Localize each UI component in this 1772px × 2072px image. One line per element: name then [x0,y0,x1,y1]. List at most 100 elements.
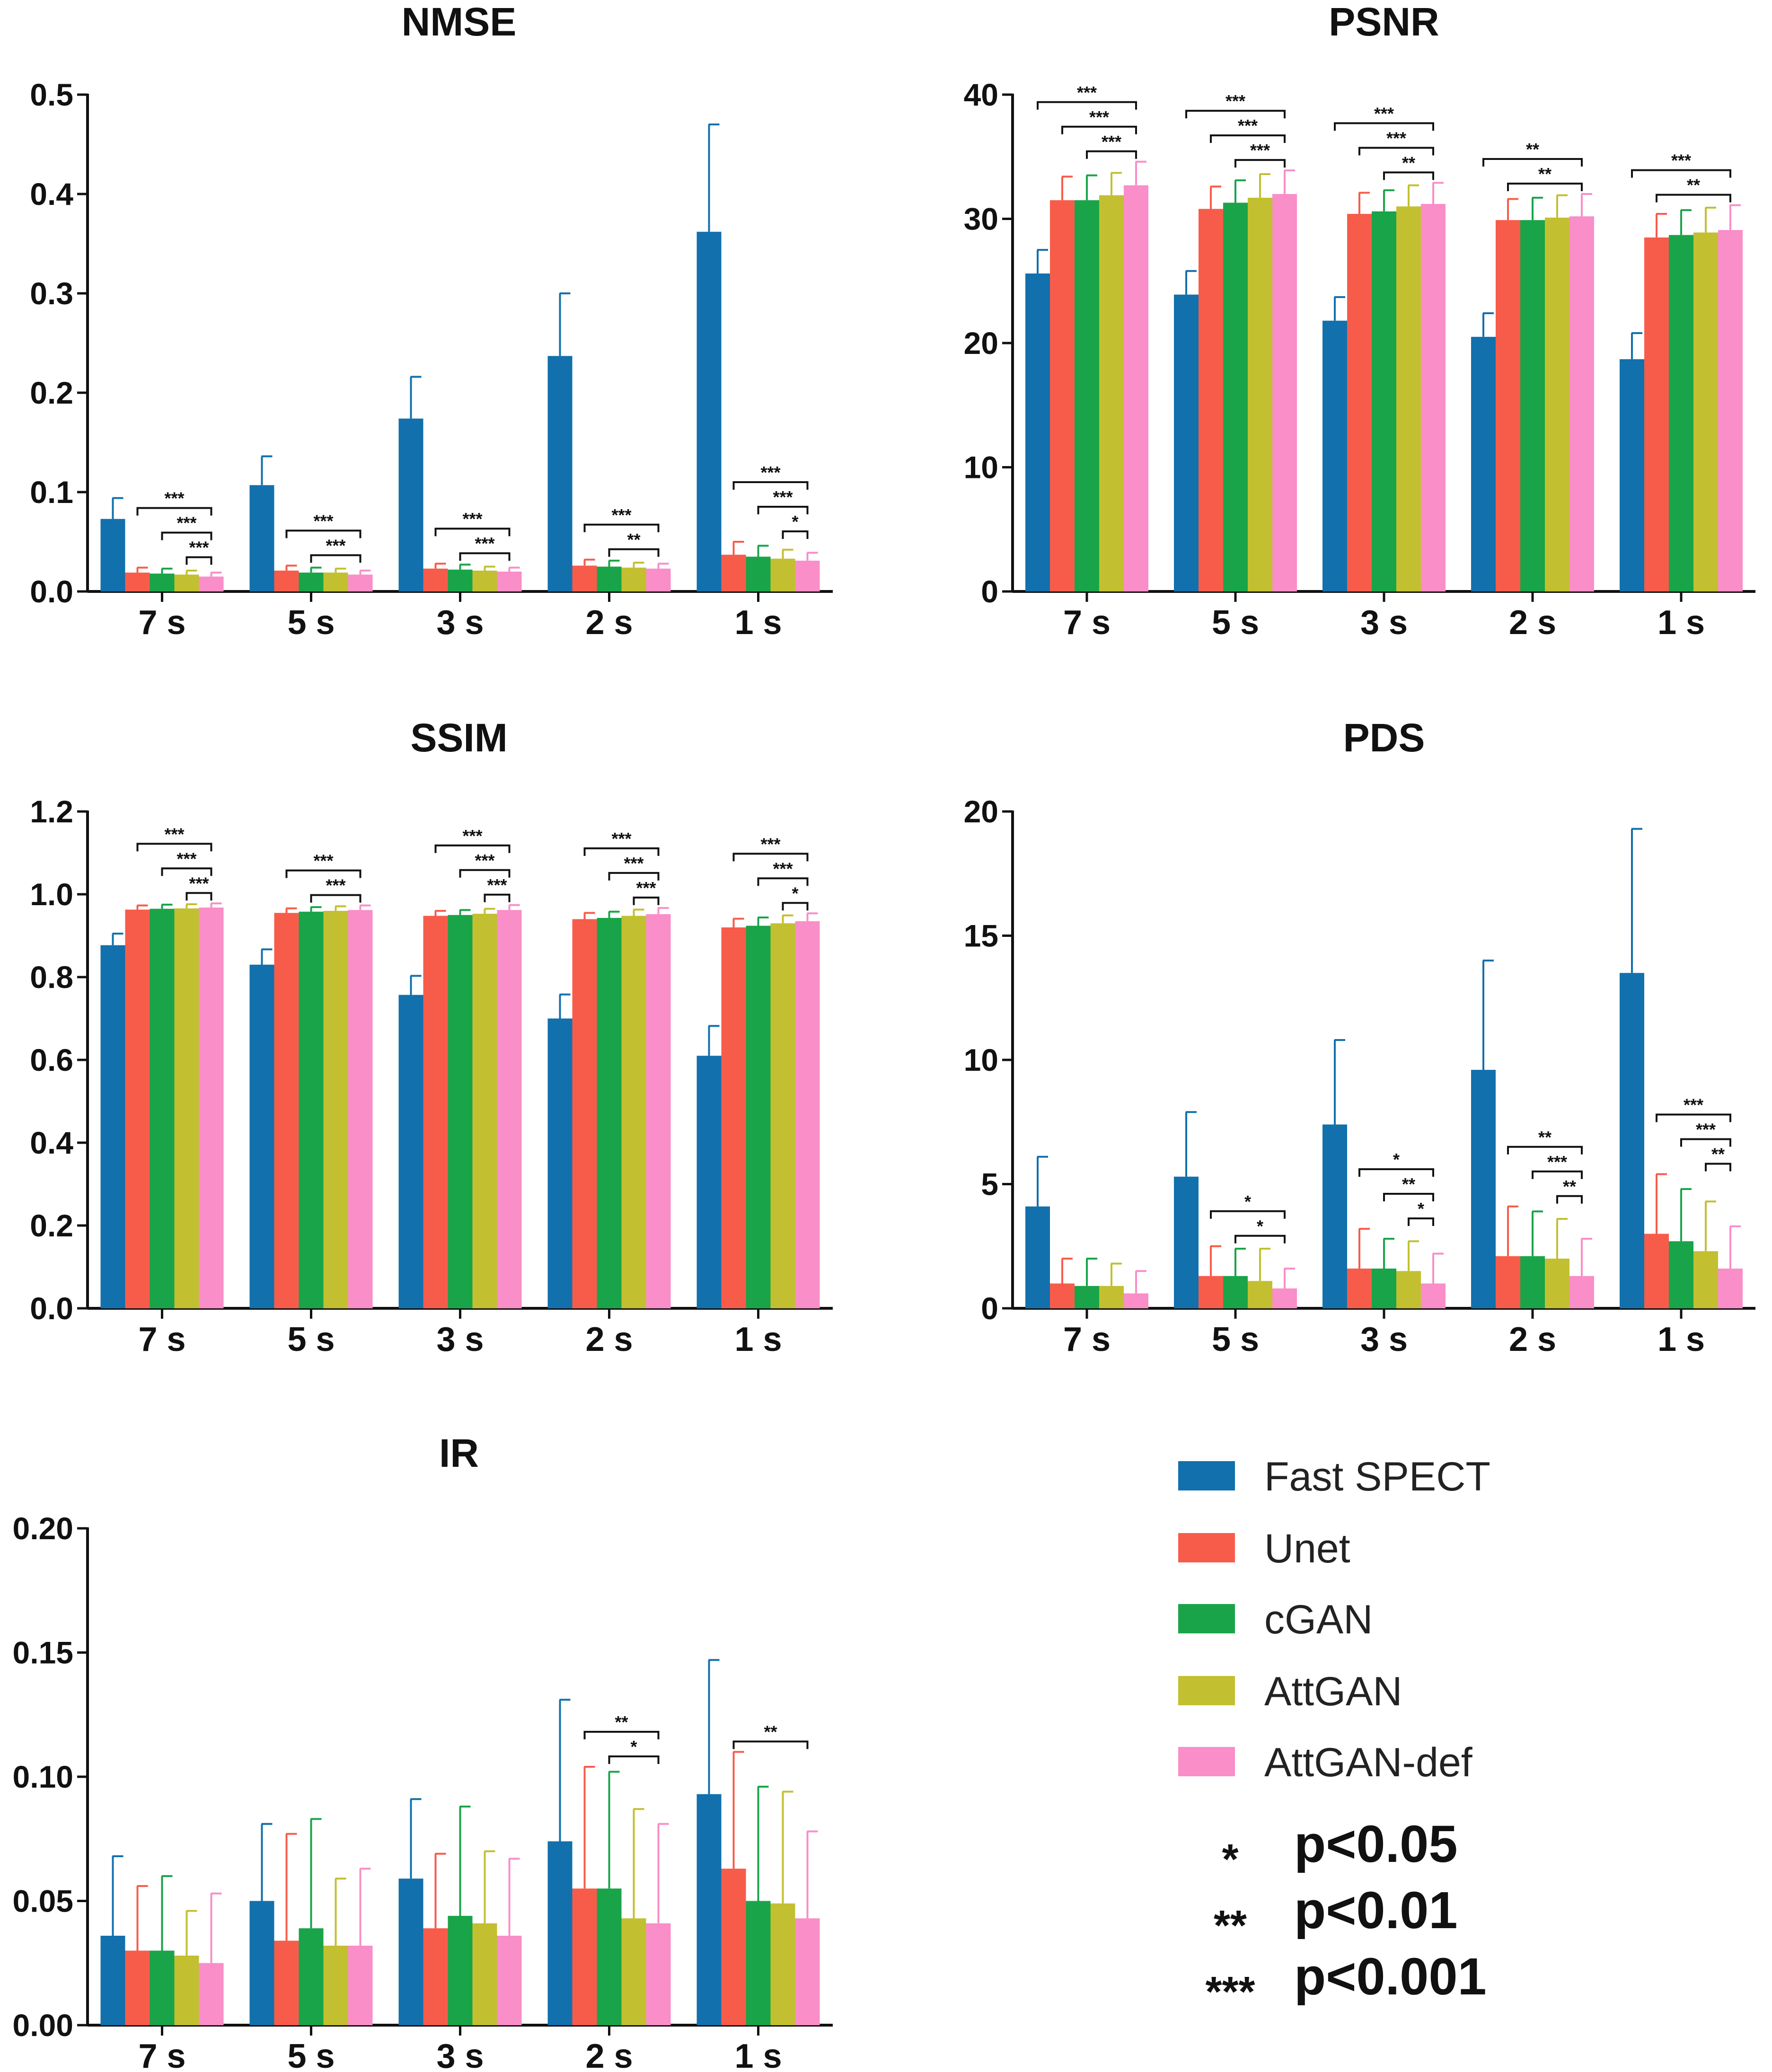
bar-nmse-attgan-def [348,574,373,591]
bar-nmse-unet [423,568,448,591]
significance-bracket-psnr [1383,171,1434,180]
significance-label-pds: ** [1402,1174,1415,1194]
y-tick-label-psnr: 40 [964,77,998,112]
x-tick-label-ssim: 2 s [585,1321,633,1358]
bar-pds-attgan [1396,1271,1421,1308]
bar-ir-cgan [746,1901,771,2025]
bar-ir-attgan-def [348,1946,373,2025]
x-tick-label-ir: 3 s [436,2037,484,2072]
bar-pds-attgan-def [1569,1276,1594,1308]
y-tick-label-pds: 15 [964,918,998,953]
significance-bracket-ssim [757,877,809,886]
significance-label-psnr: *** [1671,151,1691,170]
bar-ir-fast-spect [100,1936,125,2025]
significance-bracket-nmse [434,528,511,537]
bar-psnr-unet [1347,214,1372,591]
significance-label-ssim: *** [189,873,209,893]
bar-ir-unet [572,1888,597,2025]
y-tick-label-psnr: 10 [964,450,998,485]
significance-bracket-ir [583,1731,660,1739]
significance-bracket-psnr [1037,101,1137,110]
bar-ir-fast-spect [696,1794,722,2025]
bar-pds-attgan-def [1718,1269,1743,1308]
bar-ir-unet [423,1928,448,2025]
y-tick-label-pds: 5 [981,1167,998,1202]
bar-ssim-attgan [323,911,348,1308]
sig-key-label-2: p<0.01 [1294,1881,1458,1940]
bar-ssim-attgan-def [199,908,224,1308]
bar-ssim-fast-spect [249,964,274,1308]
significance-label-pds: * [1244,1192,1251,1211]
x-tick-label-ir: 7 s [138,2037,185,2072]
significance-bracket-ssim [161,867,212,876]
bar-pds-fast-spect [1025,1206,1050,1308]
y-tick-label-psnr: 20 [964,326,998,361]
x-tick-label-ir: 2 s [585,2037,633,2072]
x-tick-label-nmse: 3 s [436,604,484,642]
x-tick-label-ssim: 7 s [138,1321,185,1358]
bar-ir-fast-spect [249,1901,274,2025]
bar-nmse-attgan [621,567,646,591]
bar-psnr-cgan [1520,220,1545,591]
x-tick-label-nmse: 1 s [734,604,782,642]
significance-bracket-nmse [459,552,511,561]
legend-swatch-fast-spect [1178,1461,1235,1490]
significance-key: * p<0.05 ** p<0.01 *** p<0.001 [1205,1815,1486,2016]
legend-label-attgan: AttGAN [1264,1669,1402,1714]
significance-label-nmse: ** [627,530,640,549]
bar-pds-cgan [1669,1241,1693,1308]
significance-bracket-ssim [136,843,212,852]
significance-label-pds: * [1418,1199,1424,1218]
chart-ssim: SSIM 0.0 0.2 0.4 0.6 0.8 1.0 1.2 7 s 5 s 3 s 2 s 1 s… [30,715,833,1358]
bar-psnr-attgan [1396,206,1421,591]
legend-swatch-attgan-def [1178,1747,1235,1776]
bar-nmse-unet [125,573,150,591]
significance-label-nmse: *** [176,513,196,533]
significance-label-nmse: *** [326,536,345,555]
bar-psnr-unet [1644,237,1669,591]
x-tick-label-pds: 7 s [1063,1321,1111,1358]
significance-label-psnr: *** [1089,107,1109,127]
significance-bracket-psnr [1234,159,1286,168]
bar-ssim-attgan-def [646,914,671,1308]
significance-label-nmse: * [792,512,798,531]
y-tick-label-nmse: 0.1 [30,475,73,510]
significance-bracket-ir [732,1740,809,1749]
y-tick-label-nmse: 0.0 [30,574,73,609]
bar-ir-attgan [770,1903,795,2025]
significance-bracket-ssim [434,844,511,853]
significance-label-ir: ** [764,1722,777,1742]
bar-ir-cgan [299,1928,324,2025]
bar-ir-attgan [472,1923,497,2025]
significance-bracket-nmse [285,529,361,538]
y-tick-label-nmse: 0.5 [30,77,73,112]
significance-label-ssim: *** [313,851,333,871]
legend-label-attgan-def: AttGAN-def [1264,1740,1473,1785]
significance-label-nmse: *** [773,487,793,507]
significance-bracket-nmse [782,530,809,539]
chart-title-pds: PDS [1343,715,1425,760]
bar-nmse-attgan [472,570,497,591]
significance-label-nmse: *** [760,463,780,482]
x-tick-label-pds: 2 s [1509,1321,1556,1358]
significance-label-pds: * [1257,1217,1263,1236]
significance-bracket-ssim [732,853,809,862]
significance-label-psnr: ** [1526,140,1539,159]
bar-psnr-unet [1050,200,1075,591]
legend-item-attgan: AttGAN [1178,1669,1402,1714]
significance-label-psnr: *** [1386,128,1406,148]
significance-label-nmse: *** [611,505,631,525]
x-tick-label-ir: 1 s [734,2037,782,2072]
significance-bracket-pds [1656,1113,1731,1122]
bar-nmse-fast-spect [547,356,573,591]
bar-nmse-cgan [299,573,324,591]
bar-ir-unet [721,1869,746,2025]
significance-bracket-psnr [1631,169,1731,178]
significance-label-pds: * [1393,1150,1400,1169]
significance-bracket-ssim [633,896,660,905]
bar-ssim-unet [721,927,746,1308]
chart-title-psnr: PSNR [1329,0,1439,44]
y-tick-label-ssim: 0.6 [30,1042,73,1077]
